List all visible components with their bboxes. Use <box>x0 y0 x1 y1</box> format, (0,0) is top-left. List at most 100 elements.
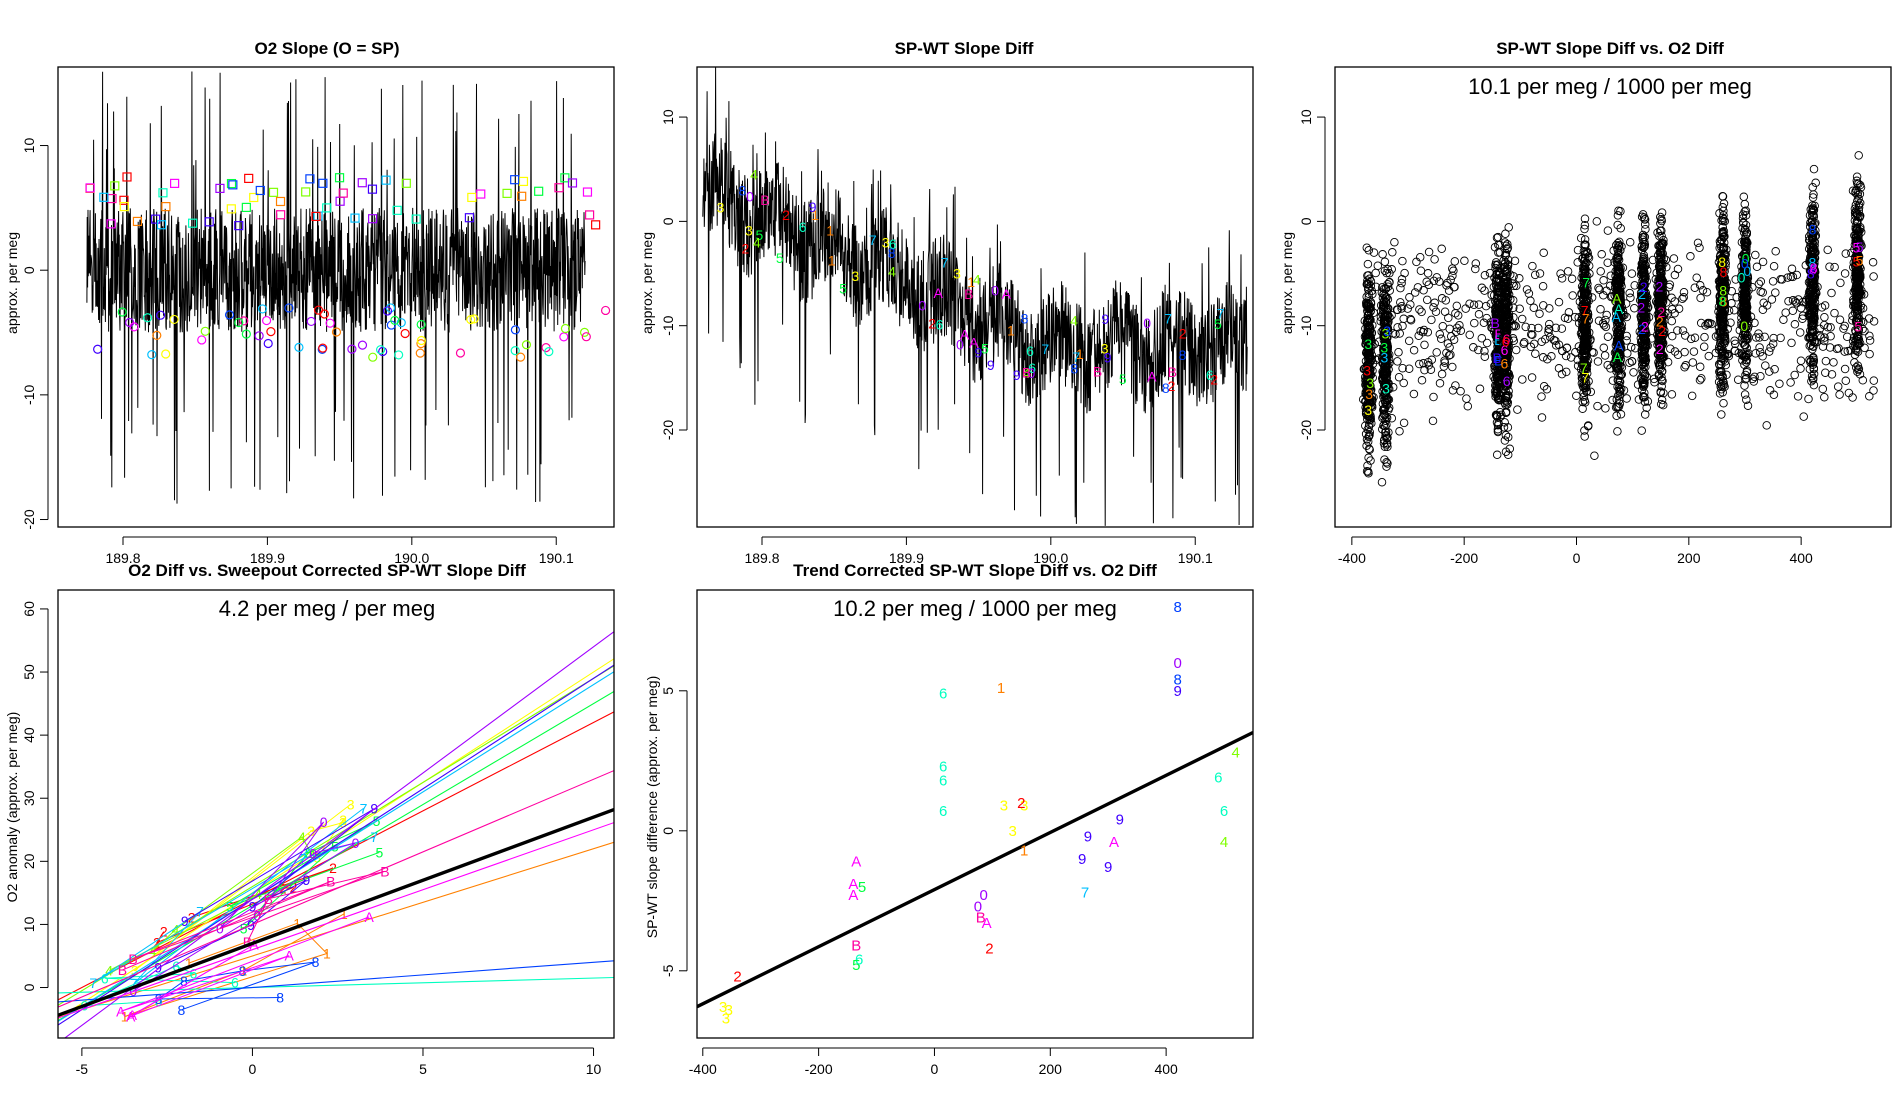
y-tick-label: -5 <box>660 964 676 977</box>
scatter-point <box>1818 384 1828 394</box>
scatter-point <box>1667 390 1677 399</box>
data-point-label: 3 <box>1008 823 1016 840</box>
x-tick-label: 189.9 <box>250 550 285 566</box>
circle-marker <box>368 352 378 362</box>
y-axis-label: SP-WT slope difference (approx. per meg) <box>644 676 660 939</box>
scatter-point <box>1818 342 1828 351</box>
x-tick-label: 189.9 <box>889 550 924 566</box>
scatter-point <box>1539 381 1549 391</box>
scatter-point <box>1864 314 1874 323</box>
scatter-point <box>1680 347 1689 357</box>
scatter-point <box>1562 343 1572 353</box>
scatter-point <box>1827 370 1837 379</box>
scatter-point <box>1600 351 1610 360</box>
chart-title: Trend Corrected SP-WT Slope Diff vs. O2 … <box>793 561 1157 580</box>
month-label-marker: 5 <box>1214 316 1222 332</box>
square-marker <box>476 189 486 199</box>
plot-area: 2222221111113333334444445555556666667777… <box>21 589 615 1077</box>
scatter-point <box>1371 268 1380 278</box>
data-point-label: 5 <box>858 879 866 896</box>
month-label-marker: 9 <box>1101 311 1109 327</box>
month-label-marker: 8 <box>1021 311 1029 327</box>
scatter-point <box>1445 343 1454 352</box>
circle-marker <box>510 325 520 335</box>
scatter-point <box>1471 264 1480 274</box>
square-marker <box>554 183 564 193</box>
data-point-label: 9 <box>1084 828 1092 845</box>
scatter-point <box>1480 270 1490 280</box>
square-marker <box>305 174 315 184</box>
scatter-point <box>1667 305 1677 314</box>
scatter-point <box>1790 370 1799 380</box>
scatter-point <box>1417 307 1426 317</box>
scatter-point <box>1695 375 1705 385</box>
scatter-point <box>1766 343 1775 352</box>
cluster-label-marker: 3 <box>1364 336 1372 352</box>
y-tick-label: -10 <box>21 385 37 405</box>
scatter-point <box>1427 355 1437 365</box>
scatter-point <box>1364 271 1373 280</box>
y-tick-label: -10 <box>660 315 676 335</box>
circle-marker <box>510 345 520 356</box>
month-label-marker: 4 <box>973 272 981 288</box>
scatter-point <box>1526 296 1535 306</box>
scatter-point <box>1730 339 1740 349</box>
scatter-point <box>1369 248 1379 257</box>
month-label-marker: 4 <box>1070 312 1078 328</box>
data-point-label: 3 <box>725 1002 733 1019</box>
series-point-label: 3 <box>347 796 355 812</box>
month-label-marker: 8 <box>739 183 747 199</box>
regression-line <box>697 730 1253 1009</box>
scatter-point <box>1494 248 1503 257</box>
x-tick-label: -200 <box>1450 550 1478 566</box>
cluster-label-marker: 3 <box>1364 402 1372 418</box>
cluster-label-marker: 8 <box>1718 254 1726 270</box>
scatter-point <box>1415 305 1424 314</box>
scatter-point <box>1602 286 1611 296</box>
scatter-point <box>1690 283 1700 292</box>
x-tick-label: 400 <box>1789 550 1813 566</box>
scatter-point <box>1821 356 1831 366</box>
scatter-point <box>1515 304 1524 313</box>
circle-marker <box>224 310 235 320</box>
circle-marker <box>357 340 368 350</box>
circle-marker <box>390 315 400 325</box>
cluster-label-marker: 2 <box>1656 279 1664 295</box>
scatter-point <box>1460 256 1469 266</box>
cluster-label-marker: 3 <box>1381 350 1389 366</box>
square-marker <box>510 175 520 185</box>
scatter-point <box>1836 278 1845 288</box>
scatter-point <box>1792 270 1802 280</box>
scatter-point <box>1432 348 1441 357</box>
scatter-point <box>1658 400 1668 410</box>
scatter-point <box>1826 331 1835 341</box>
square-marker <box>381 175 391 185</box>
scatter-point <box>1695 362 1705 372</box>
circle-marker <box>161 349 171 359</box>
circle-marker <box>325 318 335 328</box>
scatter-point <box>1700 332 1709 342</box>
scatter-point <box>1592 217 1602 226</box>
scatter-point <box>1664 282 1674 292</box>
y-tick-label: 0 <box>21 983 37 991</box>
x-tick-label: 200 <box>1039 1061 1063 1077</box>
scatter-point <box>1593 401 1602 411</box>
square-marker <box>584 210 595 220</box>
square-marker <box>226 204 236 214</box>
square-marker <box>560 173 570 183</box>
scatter-point <box>1538 281 1548 291</box>
data-point-label: 8 <box>1174 599 1182 616</box>
series-fit-line <box>58 770 614 1008</box>
panel-trend-corrected: Trend Corrected SP-WT Slope Diff vs. O2 … <box>644 561 1254 1077</box>
scatter-point <box>1693 238 1703 248</box>
square-marker <box>110 181 120 191</box>
scatter-point <box>1563 314 1573 324</box>
y-axis-label: O2 anomaly (approx. per meg) <box>4 712 20 903</box>
scatter-point <box>1451 381 1460 390</box>
scatter-point <box>1764 347 1774 356</box>
month-label-marker: 5 <box>1119 371 1127 387</box>
circle-marker <box>416 319 426 330</box>
month-label-marker: A <box>934 285 944 301</box>
square-marker <box>464 213 475 223</box>
scatter-point <box>1431 307 1441 317</box>
